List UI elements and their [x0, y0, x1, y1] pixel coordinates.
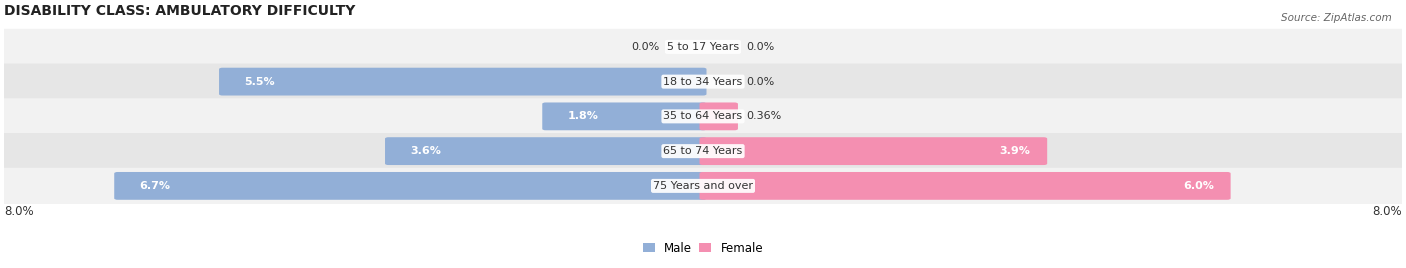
Legend: Male, Female: Male, Female	[638, 237, 768, 260]
Text: 1.8%: 1.8%	[568, 111, 599, 121]
FancyBboxPatch shape	[700, 172, 1230, 200]
FancyBboxPatch shape	[0, 168, 1406, 204]
Text: 5.5%: 5.5%	[245, 77, 276, 87]
FancyBboxPatch shape	[700, 137, 1047, 165]
Text: 5 to 17 Years: 5 to 17 Years	[666, 42, 740, 52]
FancyBboxPatch shape	[385, 137, 706, 165]
Text: 0.0%: 0.0%	[747, 42, 775, 52]
Text: 0.36%: 0.36%	[747, 111, 782, 121]
Text: 0.0%: 0.0%	[631, 42, 659, 52]
Text: 18 to 34 Years: 18 to 34 Years	[664, 77, 742, 87]
Text: 3.9%: 3.9%	[1000, 146, 1031, 156]
FancyBboxPatch shape	[114, 172, 706, 200]
Text: 6.0%: 6.0%	[1182, 181, 1213, 191]
Text: Source: ZipAtlas.com: Source: ZipAtlas.com	[1281, 13, 1392, 23]
Text: DISABILITY CLASS: AMBULATORY DIFFICULTY: DISABILITY CLASS: AMBULATORY DIFFICULTY	[4, 4, 356, 18]
Text: 35 to 64 Years: 35 to 64 Years	[664, 111, 742, 121]
FancyBboxPatch shape	[0, 29, 1406, 65]
FancyBboxPatch shape	[219, 68, 706, 95]
FancyBboxPatch shape	[0, 133, 1406, 169]
FancyBboxPatch shape	[543, 102, 706, 130]
Text: 3.6%: 3.6%	[411, 146, 441, 156]
FancyBboxPatch shape	[0, 98, 1406, 135]
Text: 8.0%: 8.0%	[4, 205, 34, 218]
Text: 8.0%: 8.0%	[1372, 205, 1402, 218]
Text: 65 to 74 Years: 65 to 74 Years	[664, 146, 742, 156]
Text: 75 Years and over: 75 Years and over	[652, 181, 754, 191]
Text: 0.0%: 0.0%	[747, 77, 775, 87]
Text: 6.7%: 6.7%	[139, 181, 170, 191]
FancyBboxPatch shape	[0, 64, 1406, 100]
FancyBboxPatch shape	[700, 102, 738, 130]
